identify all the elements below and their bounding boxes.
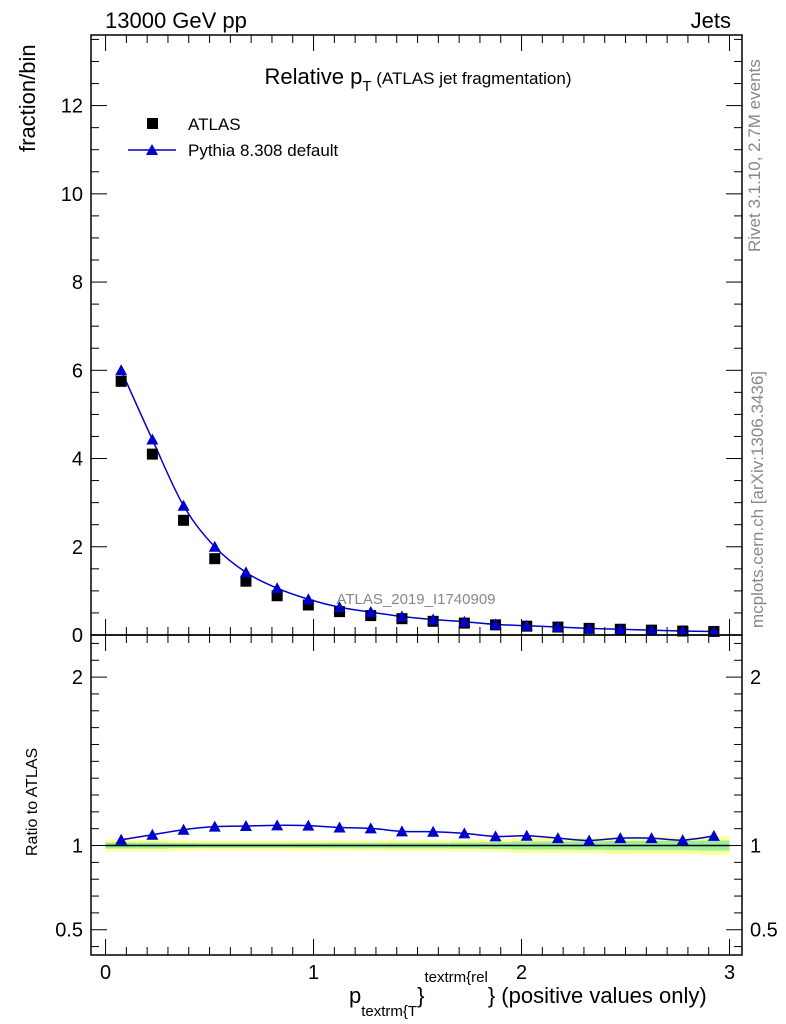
x-label-main: p — [349, 983, 361, 1008]
ratio-data-point — [208, 820, 221, 832]
ratio-data-point — [520, 829, 533, 841]
x-label-brace1: } — [417, 983, 424, 1008]
watermark: ATLAS_2019_I1740909 — [336, 591, 495, 608]
main-y-axis-label: fraction/bin — [15, 44, 40, 152]
atlas-data-point — [240, 575, 252, 587]
ratio-y-tick-label-right: 0.5 — [750, 920, 778, 942]
pythia-data-point — [208, 540, 221, 552]
pythia-data-point — [333, 601, 346, 613]
side-label-rivet: Rivet 3.1.10, 2.7M events — [745, 59, 764, 252]
x-label-sup: textrm{rel — [424, 969, 487, 986]
pythia-data-point — [551, 621, 564, 633]
pythia-data-point — [239, 566, 252, 578]
pythia-data-point — [271, 582, 284, 594]
header-right-label: Jets — [691, 8, 731, 33]
pythia-data-point — [583, 622, 596, 634]
ratio-data-point — [614, 832, 627, 844]
ratio-y-axis-label: Ratio to ATLAS — [24, 748, 41, 856]
main-plot-panel: 0 2 4 6 8 10 12 Relative pT (ATLAS jet fragmen… — [15, 34, 743, 647]
x-axis-label: ptextrm{T}textrm{rel} (positive values o… — [349, 969, 707, 1020]
pythia-data-point — [395, 610, 408, 622]
y-tick-label: 4 — [72, 449, 83, 471]
pythia-data-point — [520, 619, 533, 631]
y-tick-label: 6 — [72, 360, 83, 382]
legend-atlas-label: ATLAS — [188, 115, 241, 134]
pythia-data-point — [707, 625, 720, 637]
ratio-data-point — [177, 823, 190, 835]
header-left-label: 13000 GeV pp — [105, 8, 247, 33]
ratio-data-point — [395, 825, 408, 837]
x-tick-label: 3 — [724, 962, 735, 984]
x-tick-label: 0 — [100, 962, 111, 984]
y-tick-label: 2 — [72, 537, 83, 559]
pythia-data-point — [364, 606, 377, 618]
pythia-data-point — [489, 618, 502, 630]
atlas-data-point — [178, 514, 190, 526]
ratio-data-point — [146, 828, 159, 840]
ratio-y-tick-label: 1 — [72, 836, 83, 858]
x-label-brace2: } — [488, 983, 495, 1008]
ratio-y-tick-label: 0.5 — [55, 920, 83, 942]
ratio-data-point — [271, 819, 284, 831]
atlas-data-point — [302, 599, 314, 611]
atlas-data-point — [146, 448, 158, 460]
y-tick-label: 8 — [72, 272, 83, 294]
atlas-data-point — [209, 553, 221, 565]
pythia-data-point — [676, 625, 689, 637]
x-label-rest: (positive values only) — [495, 983, 707, 1008]
y-tick-label: 12 — [61, 96, 83, 118]
ratio-data-point — [645, 832, 658, 844]
pythia-data-point — [427, 613, 440, 625]
side-label-mcplots: mcplots.cern.ch [arXiv:1306.3436] — [748, 371, 767, 628]
pythia-data-point — [302, 593, 315, 605]
ratio-data-point — [115, 833, 128, 845]
ratio-data-point — [676, 834, 689, 846]
ratio-data-point — [458, 827, 471, 839]
ratio-plot-frame — [90, 634, 743, 956]
ratio-data-point — [707, 829, 720, 841]
pythia-data-point — [458, 615, 471, 627]
legend: ATLAS Pythia 8.308 default — [128, 115, 339, 160]
ratio-data-point — [427, 825, 440, 837]
x-label-sub: textrm{T — [361, 1003, 417, 1020]
ratio-pythia-line — [121, 824, 715, 842]
legend-pythia-label: Pythia 8.308 default — [188, 141, 339, 160]
plot-title-main: Relative p — [264, 64, 362, 89]
ratio-data-point — [583, 834, 596, 846]
ratio-data-point — [364, 822, 377, 834]
legend-pythia-marker — [146, 144, 158, 155]
ratio-data-point — [333, 821, 346, 833]
pythia-data-point — [177, 499, 190, 511]
ratio-data-point — [302, 819, 315, 831]
ratio-data-point — [239, 819, 252, 831]
atlas-data-point — [271, 590, 283, 602]
pythia-data-point — [614, 623, 627, 635]
ratio-y-tick-label-right: 1 — [750, 836, 761, 858]
y-tick-label: 10 — [61, 184, 83, 206]
plot-title-extra: (ATLAS jet fragmentation) — [372, 69, 572, 88]
plot-title: Relative pT (ATLAS jet fragmentation) — [264, 64, 571, 95]
x-tick-label: 1 — [308, 962, 319, 984]
pythia-data-point — [645, 624, 658, 636]
ratio-y-tick-label: 2 — [72, 667, 83, 689]
x-tick-label: 2 — [516, 962, 527, 984]
legend-atlas-marker — [147, 118, 158, 129]
ratio-y-tick-label-right: 2 — [750, 667, 761, 689]
pythia-data-point — [115, 364, 128, 376]
pythia-data-point — [146, 433, 159, 445]
ratio-plot-panel: 0.5 0.5 1 1 2 2 0 1 2 3 Ratio to ATLAS ptextrm{T… — [24, 634, 778, 1020]
plot-title-sub: T — [362, 78, 371, 95]
ratio-data-point — [489, 830, 502, 842]
atlas-data-point — [115, 375, 127, 387]
ratio-data-point — [551, 832, 564, 844]
y-tick-label: 0 — [72, 625, 83, 647]
